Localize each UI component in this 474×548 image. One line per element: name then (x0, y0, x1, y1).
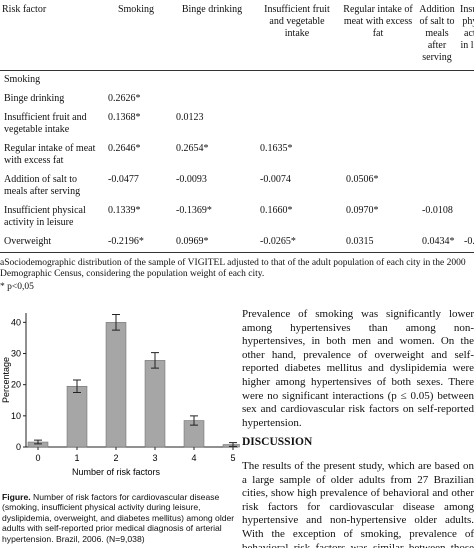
table-cell: 0.0315 (340, 233, 416, 253)
footnote: aSociodemographic distribution of the sa… (0, 258, 466, 279)
table-cell: -0.1369* (176, 205, 212, 216)
paragraph: The results of the present study, which … (242, 460, 474, 548)
table-cell: 0.0506* (346, 174, 379, 185)
header-cell: Insufficient fruit and vegetable intake (254, 0, 340, 71)
row-label: Overweight (0, 233, 102, 253)
table-row: Insufficient physical activity in leisur… (0, 202, 474, 233)
table-row: Insufficient fruit and vegetable intake 0… (0, 109, 474, 140)
table-cell (458, 171, 474, 202)
table-cell: 0.2646* (108, 143, 141, 154)
header-cell: Regular intake of meat with excess fat (340, 0, 416, 71)
table-cell: -0.2196* (102, 233, 170, 253)
table-row: Overweight -0.2196* 0.0969* -0.0265* 0.0315 0… (0, 233, 474, 253)
table-cell: -0.0093 (176, 174, 207, 185)
error-bar (112, 314, 120, 331)
row-label: Insufficient fruit and vegetable intake (4, 112, 87, 135)
bar (144, 360, 166, 448)
table-cell (416, 109, 458, 140)
row-label: Regular intake of meat with excess fat (4, 143, 96, 166)
footnote: * p<0,05 (0, 282, 34, 292)
table-cell (458, 202, 474, 233)
table-cell (416, 90, 458, 109)
table-cell: -0.0477 (108, 174, 139, 185)
table-cell: 0.1660* (260, 205, 293, 216)
header-cell: Addition of salt to meals after serving (416, 0, 458, 71)
table-cell (416, 71, 458, 91)
table-cell (458, 140, 474, 171)
x-tick-label: 2 (113, 453, 118, 463)
table-cell (254, 90, 340, 109)
error-bar (229, 442, 237, 447)
table-row: Regular intake of meat with excess fat 0.… (0, 140, 474, 171)
table-cell: -0.0339 (458, 233, 474, 253)
row-label: Addition of salt to meals after serving (4, 174, 81, 197)
table-cell (458, 109, 474, 140)
row-label: Insufficient physical activity in leisur… (4, 205, 86, 228)
table-row: Smoking (0, 71, 474, 91)
x-tick-label: 0 (35, 453, 40, 463)
table-cell (340, 140, 416, 171)
row-label: Binge drinking (4, 93, 65, 104)
header-cell: Binge drinking (170, 0, 254, 71)
table-cell: -0.0108 (422, 205, 453, 216)
table-cell (458, 71, 474, 91)
bar (66, 385, 88, 448)
header-cell: Smoking (102, 0, 170, 71)
table-wrap: Risk factor Smoking Binge drinking Insuffic… (0, 0, 474, 256)
table-cell (254, 109, 340, 140)
row-label: Smoking (4, 74, 41, 85)
y-tick-label: 40 (11, 317, 21, 327)
table-cell (340, 109, 416, 140)
table-cell (416, 140, 458, 171)
table-cell: 0.1339* (108, 205, 141, 216)
x-tick-label: 4 (191, 453, 196, 463)
x-tick-label: 5 (230, 453, 235, 463)
table-cell (340, 71, 416, 91)
table-cell: -0.0265* (254, 233, 340, 253)
error-bar (73, 379, 81, 393)
table-cell: 0.0970* (346, 205, 379, 216)
y-axis-label: Percentage (1, 357, 11, 403)
paragraph: Prevalence of smoking was significantly … (242, 308, 474, 429)
y-tick-label: 0 (16, 442, 21, 452)
header-row: Risk factor Smoking Binge drinking Insuffic… (0, 0, 474, 71)
y-tick-label: 20 (11, 380, 21, 390)
table-cell (170, 71, 254, 91)
table-cell: 0.0123 (176, 112, 204, 123)
error-bar (34, 439, 42, 445)
x-tick-label: 1 (74, 453, 79, 463)
table-cell: -0.0074 (260, 174, 291, 185)
error-bar (151, 352, 159, 369)
x-tick-label: 3 (152, 453, 157, 463)
bar (105, 322, 127, 448)
error-bar (190, 415, 198, 426)
table-cell: 0.2626* (108, 93, 141, 104)
table-cell (170, 90, 254, 109)
table-cell: 0.0969* (170, 233, 254, 253)
table-cell: 0.2654* (176, 143, 209, 154)
table-cell: 0.1635* (260, 143, 293, 154)
chart: 0 10 20 30 40 0 1 2 3 4 5 Number of risk factors Per… (1, 313, 240, 477)
header-cell: Risk factor (0, 0, 102, 71)
y-tick-label: 10 (11, 411, 21, 421)
y-tick-label: 30 (11, 349, 21, 359)
caption-text: Number of risk factors for cardiovascula… (2, 492, 235, 544)
caption-label: Figure. (2, 492, 31, 502)
header-cell: Insufficient physical activity in leisur… (458, 0, 474, 71)
table-row: Binge drinking 0.2626* (0, 90, 474, 109)
figure-caption: Figure. Number of risk factors for cardi… (2, 492, 236, 544)
table-cell (458, 90, 474, 109)
table-body: Smoking Binge drinking 0.2626* Insufficient… (0, 71, 474, 253)
table-cell (416, 171, 458, 202)
correlation-table: Risk factor Smoking Binge drinking Insuffic… (0, 0, 474, 253)
table-cell (254, 71, 340, 91)
section-heading: DISCUSSION (242, 436, 313, 448)
table-cell: 0.0434* (416, 233, 458, 253)
x-axis-label: Number of risk factors (72, 467, 161, 477)
table-cell (102, 71, 170, 91)
table-row: Addition of salt to meals after serving -… (0, 171, 474, 202)
table-cell: 0.1368* (108, 112, 141, 123)
table-cell (340, 90, 416, 109)
